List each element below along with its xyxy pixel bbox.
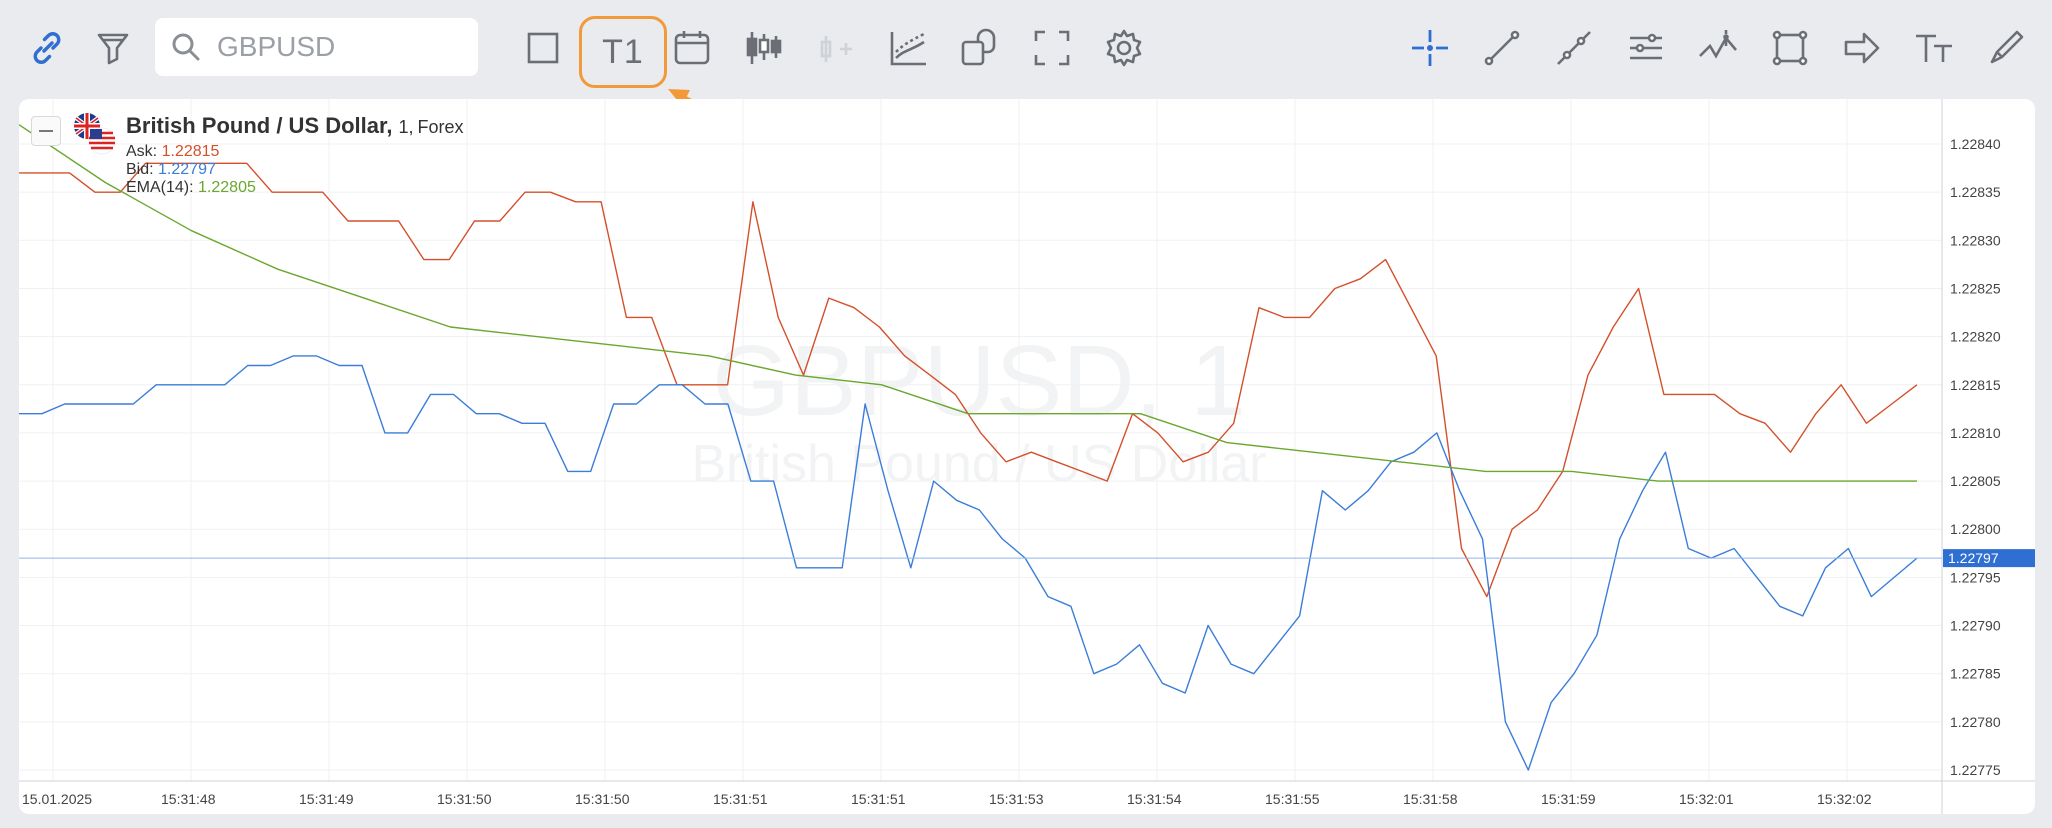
price-chart[interactable]: 1.22840 1.22835 1.22830 1.22825 1.22820 1.228… [19,99,2035,814]
ask-value: 1.22815 [161,143,220,160]
bid-label: Bid: [126,161,154,178]
filter-icon[interactable] [83,18,143,78]
y-tick-label: 1.22795 [1950,569,2001,585]
link-icon[interactable] [17,18,77,78]
y-tick-label: 1.22805 [1950,473,2001,489]
instrument-type: Forex [417,117,464,137]
search-icon [172,33,200,61]
trend-line-icon[interactable] [1472,18,1532,78]
y-tick-label: 1.22800 [1950,521,2001,537]
indicators-icon[interactable] [878,18,938,78]
y-tick-label: 1.22820 [1950,329,2001,345]
crosshair-icon[interactable] [1400,18,1460,78]
candles-icon[interactable] [734,18,794,78]
search-input[interactable] [215,30,469,64]
text-icon[interactable] [1904,18,1964,78]
watermark-name: British Pound / US Dollar [691,435,1267,493]
series-line-bid [19,355,1918,771]
price-tag-bg [1943,549,2035,568]
x-tick-label: 15:31:50 [575,791,630,807]
y-tick-label: 1.22825 [1950,280,2001,296]
y-tick-label: 1.22835 [1950,184,2001,200]
x-tick-label: 15:31:50 [437,791,492,807]
x-tick-label: 15:32:01 [1679,791,1734,807]
x-tick-label: 15:31:51 [851,791,906,807]
bid-legend: Bid: 1.22797 [126,161,216,179]
add-indicator-icon[interactable] [806,18,866,78]
y-tick-label: 1.22790 [1950,618,2001,634]
collapse-legend-button[interactable] [31,116,61,146]
ema-legend: EMA(14): 1.22805 [126,179,256,197]
bid-value: 1.22797 [158,161,216,178]
rectangle-icon[interactable] [1760,18,1820,78]
y-tick-label: 1.22830 [1950,232,2001,248]
price-tag-label: 1.22797 [1948,550,1999,566]
series-line-ema-14 [19,124,1917,482]
parallel-lines-icon[interactable] [1616,18,1676,78]
x-tick-label: 15:31:58 [1403,791,1458,807]
x-tick-label: 15:31:51 [713,791,768,807]
currency-flags-icon [74,113,116,155]
y-tick-label: 1.22785 [1950,666,2001,682]
x-tick-label: 15:31:54 [1127,791,1182,807]
x-tick-label: 15:31:49 [299,791,354,807]
y-tick-label: 1.22840 [1950,136,2001,152]
x-tick-label: 15:31:53 [989,791,1044,807]
gear-icon[interactable] [1094,18,1154,78]
ema-label: EMA(14): [126,179,194,196]
chart-title: British Pound / US Dollar, 1, Forex [126,113,464,139]
chart-panel[interactable]: GBPUSD, 1 British Pound / US Dollar 1.22… [19,99,2035,814]
ray-icon[interactable] [1544,18,1604,78]
fullscreen-icon[interactable] [1022,18,1082,78]
search-field[interactable] [155,18,478,76]
y-tick-label: 1.22780 [1950,714,2001,730]
ask-legend: Ask: 1.22815 [126,143,219,161]
x-tick-label: 15:32:02 [1817,791,1872,807]
symbol-name: British Pound / US Dollar, [126,113,393,138]
y-tick-label: 1.22815 [1950,377,2001,393]
series-line-ask [19,162,1918,598]
y-tick-label: 1.22775 [1950,762,2001,778]
compare-icon[interactable] [950,18,1010,78]
calendar-icon[interactable] [662,18,722,78]
square-icon[interactable] [513,18,573,78]
timeframe-label: 1, [398,117,414,137]
brush-icon[interactable] [1976,18,2036,78]
x-tick-label: 15:31:48 [161,791,216,807]
fib-icon[interactable] [1688,18,1748,78]
ema-value: 1.22805 [198,179,256,196]
timeframe-button[interactable]: T1 [579,16,667,88]
arrow-icon[interactable] [1832,18,1892,78]
ask-label: Ask: [126,143,158,160]
y-tick-label: 1.22810 [1950,425,2001,441]
x-tick-label: 15:31:55 [1265,791,1320,807]
x-tick-label: 15:31:59 [1541,791,1596,807]
x-tick-label: 15.01.2025 [22,791,92,807]
toolbar: T1 [0,0,2052,96]
